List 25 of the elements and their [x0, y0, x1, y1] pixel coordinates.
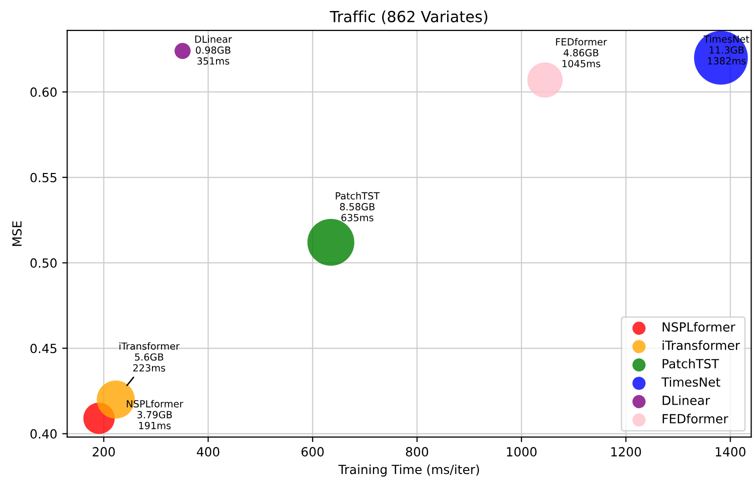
x-tick-label: 600	[302, 447, 324, 457]
x-tick-label: 400	[196, 447, 220, 457]
y-tick-label: 0.40	[30, 429, 57, 439]
legend-label: PatchTST	[662, 358, 720, 368]
legend-label: DLinear	[662, 395, 710, 406]
chart-title: Traffic (862 Variates)	[330, 10, 488, 24]
x-tick-label: 1000	[506, 447, 537, 457]
annotation: FEDformer 4.86GB 1045ms	[556, 38, 608, 68]
y-tick-label: 0.45	[30, 344, 56, 354]
x-tick-label: 1400	[716, 447, 746, 457]
y-tick-label: 0.60	[30, 87, 57, 97]
legend-label: NSPLformer	[662, 322, 736, 332]
annotation: DLinear 0.98GB 351ms	[195, 35, 232, 65]
y-tick-label: 0.50	[30, 258, 57, 268]
x-tick-label: 1200	[611, 447, 641, 457]
x-axis-title: Training Time (ms/iter)	[338, 464, 479, 477]
x-tick-label: 800	[406, 447, 428, 457]
annotation: PatchTST 8.58GB 635ms	[336, 192, 380, 222]
legend-label: FEDformer	[662, 414, 728, 424]
legend-label: TimesNet	[661, 377, 720, 387]
y-axis-title: MSE	[12, 221, 22, 246]
legend-label: iTransformer	[662, 340, 740, 350]
x-tick-label: 200	[92, 447, 115, 457]
annotation: iTransformer 5.6GB 223ms	[119, 342, 180, 372]
y-tick-label: 0.55	[30, 172, 56, 182]
